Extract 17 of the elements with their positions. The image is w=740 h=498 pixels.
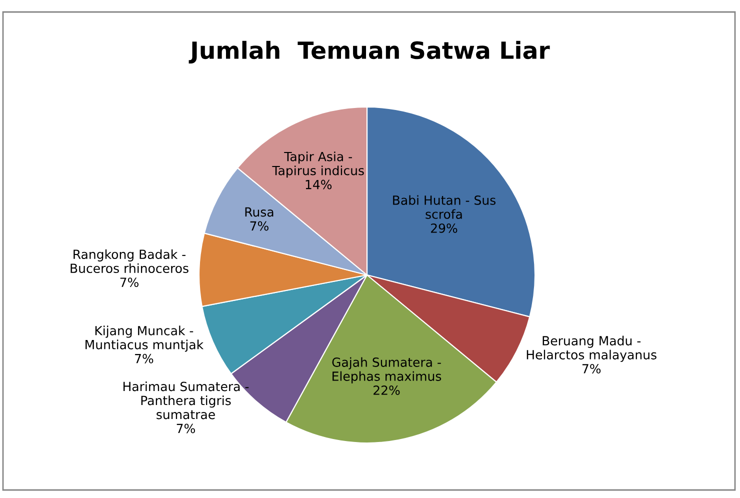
slice-label: Gajah Sumatera - Elephas maximus [332, 357, 442, 384]
data-label: 29% [431, 223, 458, 233]
slice-label: Rangkong Badak - Buceros rhinoceros [70, 249, 188, 274]
data-label: 14% [306, 180, 332, 190]
chart-title: Jumlah Temuan Satwa Liar [188, 40, 550, 64]
data-label: 22% [374, 385, 400, 395]
slice-label: Kijang Muncak - Muntiacus muntjak [86, 326, 204, 352]
data-label: 7% [120, 278, 138, 288]
slice-label: Rusa [245, 207, 274, 217]
data-label: 7% [250, 221, 268, 231]
data-label: 7% [582, 364, 601, 374]
slice-label: Babi Hutan - Sus scrofa [393, 195, 496, 219]
data-label: 7% [135, 354, 154, 364]
slice-label: Harimau Sumatera - Panthera tigris sumatrae [123, 382, 249, 420]
slice-label: Tapir Asia - Tapirus indicus [272, 152, 364, 178]
slice-label: Beruang Madu - Helarctos malayanus [526, 336, 656, 362]
data-label: 7% [176, 424, 195, 434]
